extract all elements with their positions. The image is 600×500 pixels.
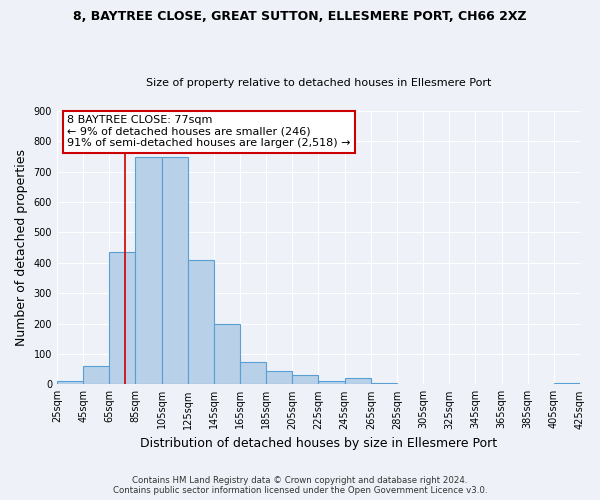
Bar: [554, 383, 580, 384]
Bar: [319, 382, 344, 384]
Text: Contains HM Land Registry data © Crown copyright and database right 2024.
Contai: Contains HM Land Registry data © Crown c…: [113, 476, 487, 495]
Bar: [161, 156, 188, 384]
Bar: [292, 375, 319, 384]
Bar: [109, 252, 136, 384]
Bar: [136, 156, 161, 384]
Text: 8, BAYTREE CLOSE, GREAT SUTTON, ELLESMERE PORT, CH66 2XZ: 8, BAYTREE CLOSE, GREAT SUTTON, ELLESMER…: [73, 10, 527, 23]
Bar: [83, 366, 109, 384]
Text: 8 BAYTREE CLOSE: 77sqm
← 9% of detached houses are smaller (246)
91% of semi-det: 8 BAYTREE CLOSE: 77sqm ← 9% of detached …: [67, 115, 351, 148]
Bar: [188, 260, 214, 384]
Bar: [344, 378, 371, 384]
Bar: [240, 362, 266, 384]
Title: Size of property relative to detached houses in Ellesmere Port: Size of property relative to detached ho…: [146, 78, 491, 88]
Bar: [214, 324, 240, 384]
Bar: [371, 383, 397, 384]
Bar: [57, 382, 83, 384]
Y-axis label: Number of detached properties: Number of detached properties: [15, 149, 28, 346]
Bar: [266, 370, 292, 384]
X-axis label: Distribution of detached houses by size in Ellesmere Port: Distribution of detached houses by size …: [140, 437, 497, 450]
